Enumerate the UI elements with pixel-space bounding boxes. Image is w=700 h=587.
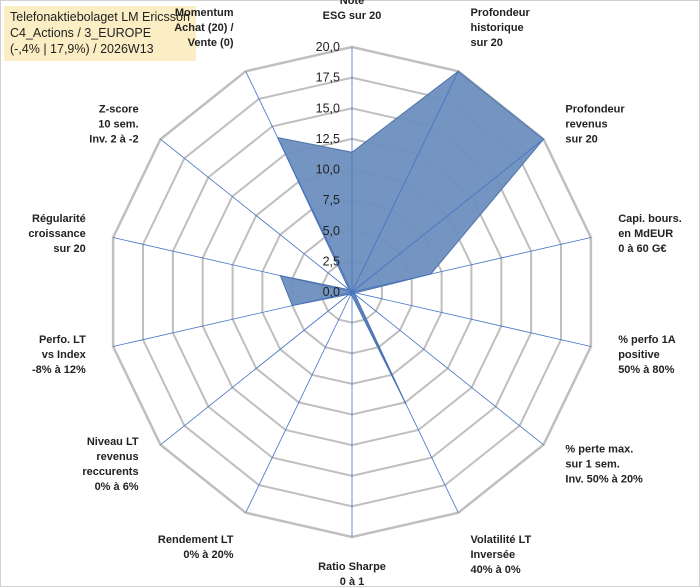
axis-label-9: Niveau LT revenus reccurents 0% à 6% [82, 436, 139, 493]
axis-label-8-line-0: Rendement LT [158, 534, 234, 546]
tick-label-1: 2,5 [323, 254, 340, 268]
tick-label-6: 15,0 [316, 101, 340, 115]
axis-label-10: Perfo. LT vs Index -8% à 12% [32, 334, 87, 376]
axis-label-13-line-2: Vente (0) [188, 37, 234, 49]
axis-label-3-line-1: en MdEUR [618, 228, 673, 240]
tick-label-4: 10,0 [316, 163, 340, 177]
axis-label-12: Z-score 10 sem. Inv. 2 à -2 [89, 103, 138, 145]
tick-label-8: 20,0 [316, 40, 340, 54]
spoke-6 [351, 291, 459, 513]
axis-label-4-line-1: positive [618, 349, 660, 361]
axis-label-9-line-1: revenus [96, 451, 138, 463]
spoke-1 [351, 71, 459, 293]
series-layer [276, 70, 545, 405]
axis-label-12-line-2: Inv. 2 à -2 [89, 133, 138, 145]
axis-label-10-line-1: vs Index [42, 349, 87, 361]
axis-label-10-line-0: Perfo. LT [39, 334, 86, 346]
tick-label-0: 0,0 [323, 285, 340, 299]
axis-label-layer: Note ESG sur 20 Profondeur historique sur 20… [28, 0, 681, 587]
axis-label-2-line-1: revenus [565, 118, 607, 130]
axis-label-1-line-2: sur 20 [471, 37, 503, 49]
chart-title-line-1: Telefonaktiebolaget LM Ericsson [10, 10, 190, 24]
axis-label-13: Momentum Achat (20) / Vente (0) [174, 7, 234, 49]
axis-label-0-line-0: Note [340, 0, 364, 7]
tick-label-5: 12,5 [316, 132, 340, 146]
tick-label-7: 17,5 [316, 71, 340, 85]
axis-label-4-line-2: 50% à 80% [618, 364, 674, 376]
axis-label-11-line-1: croissance [28, 228, 85, 240]
axis-label-2-line-2: sur 20 [565, 133, 597, 145]
axis-label-7-line-0: Ratio Sharpe [318, 561, 386, 573]
chart-title-line-2: C4_Actions / 3_EUROPE [10, 26, 152, 40]
chart-title-line-3: (-,4% | 17,9%) / 2026W13 [10, 42, 154, 56]
axis-label-5-line-2: Inv. 50% à 20% [565, 474, 643, 486]
axis-label-9-line-2: reccurents [82, 466, 138, 478]
axis-label-10-line-2: -8% à 12% [32, 364, 86, 376]
spoke-10 [113, 291, 353, 347]
spoke-4 [351, 291, 591, 347]
spoke-2 [351, 138, 544, 293]
axis-label-3-line-0: Capi. bours. [618, 213, 682, 225]
tick-label-3: 7,5 [323, 193, 340, 207]
axis-label-9-line-3: 0% à 6% [95, 481, 139, 493]
axis-label-12-line-0: Z-score [99, 103, 139, 115]
axis-label-11-line-2: sur 20 [53, 243, 85, 255]
axis-label-2-line-0: Profondeur [565, 103, 625, 115]
axis-label-5-line-1: sur 1 sem. [565, 459, 619, 471]
spoke-12 [160, 138, 353, 293]
axis-label-0-line-1: ESG sur 20 [323, 10, 382, 22]
axis-label-13-line-0: Momentum [175, 7, 234, 19]
axis-label-4: % perfo 1A positive 50% à 80% [618, 334, 676, 376]
axis-label-11: Régularité croissance sur 20 [28, 213, 85, 255]
axis-label-3-line-2: 0 à 60 G€ [618, 243, 666, 255]
spoke-11 [113, 237, 353, 293]
axis-label-0: Note ESG sur 20 [323, 0, 382, 22]
axis-label-13-line-1: Achat (20) / [174, 22, 233, 34]
axis-label-1-line-0: Profondeur [471, 7, 531, 19]
spoke-layer [113, 47, 591, 537]
axis-label-8: Rendement LT 0% à 20% [158, 534, 234, 561]
axis-label-7: Ratio Sharpe 0 à 1 [318, 561, 386, 587]
axis-label-11-line-0: Régularité [32, 213, 86, 225]
axis-label-12-line-1: 10 sem. [98, 118, 138, 130]
axis-label-5: % perte max. sur 1 sem. Inv. 50% à 20% [565, 444, 643, 486]
spoke-3 [351, 237, 591, 293]
tick-label-2: 5,0 [323, 224, 340, 238]
axis-label-6: Volatilité LT Inversée 40% à 0% [471, 534, 532, 576]
axis-label-1: Profondeur historique sur 20 [471, 7, 531, 49]
axis-label-6-line-0: Volatilité LT [471, 534, 532, 546]
axis-label-3: Capi. bours. en MdEUR 0 à 60 G€ [618, 213, 682, 255]
axis-label-9-line-0: Niveau LT [87, 436, 139, 448]
axis-label-6-line-1: Inversée [471, 549, 516, 561]
spoke-9 [160, 291, 353, 446]
spoke-13 [245, 71, 353, 293]
axis-label-6-line-2: 40% à 0% [471, 564, 521, 576]
axis-label-5-line-0: % perte max. [565, 444, 633, 456]
spoke-8 [245, 291, 353, 513]
axis-label-4-line-0: % perfo 1A [618, 334, 676, 346]
axis-label-7-line-1: 0 à 1 [340, 576, 364, 587]
chart-title-box: Telefonaktiebolaget LM Ericsson C4_Actio… [4, 6, 196, 61]
spoke-5 [351, 291, 544, 446]
axis-label-8-line-1: 0% à 20% [183, 549, 233, 561]
series-area [276, 70, 545, 405]
tick-label-layer: 0,0 2,5 5,0 7,5 10,0 12,5 15,0 17,5 20,0 [316, 40, 340, 299]
axis-label-2: Profondeur revenus sur 20 [565, 103, 625, 145]
axis-label-1-line-1: historique [471, 22, 524, 34]
